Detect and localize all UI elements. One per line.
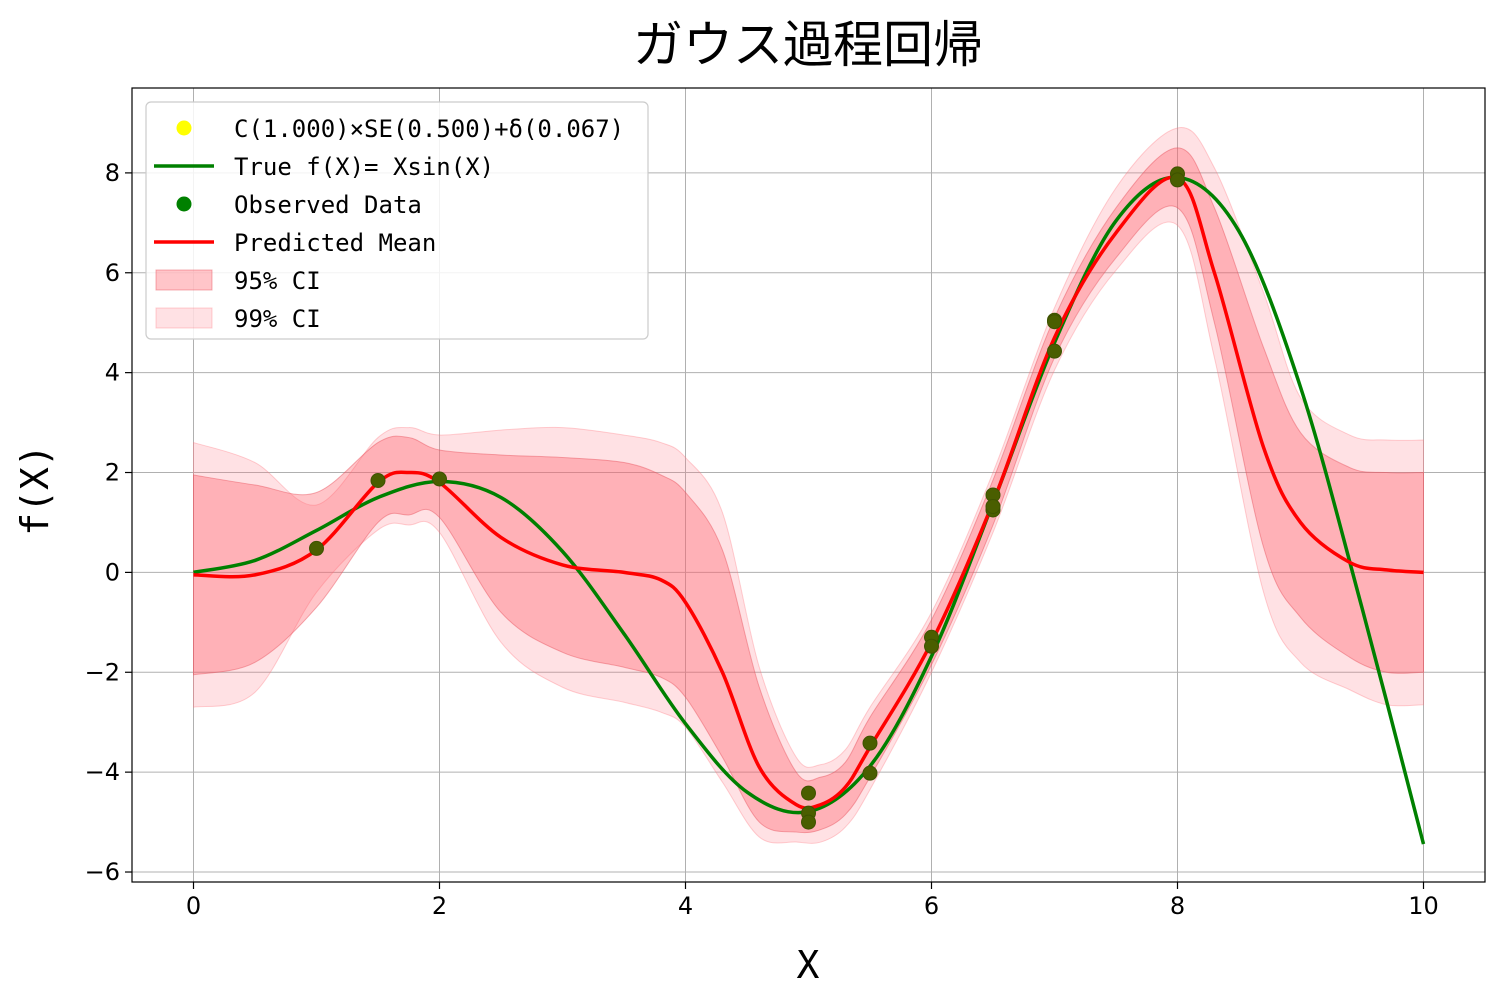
legend-label: C(1.000)×SE(0.500)+δ(0.067) (234, 115, 624, 143)
x-tick-label: 8 (1170, 892, 1185, 920)
legend-label: Predicted Mean (234, 229, 436, 257)
observed-point (924, 638, 939, 654)
legend-patch (155, 269, 213, 291)
x-tick-label: 2 (432, 892, 447, 920)
x-ticks: 0 2 4 6 8 10 (186, 882, 1439, 920)
chart-title: ガウス過程回帰 (633, 16, 983, 74)
observed-point (1170, 172, 1185, 188)
x-tick-label: 6 (924, 892, 939, 920)
y-tick-label: −6 (85, 858, 120, 886)
observed-point (309, 540, 324, 556)
observed-points-layer (309, 166, 1185, 830)
y-tick-label: −4 (85, 758, 120, 786)
observed-point (801, 785, 816, 801)
legend-label: Observed Data (234, 191, 422, 219)
y-tick-label: 6 (105, 259, 120, 287)
y-tick-label: 8 (105, 159, 120, 187)
legend-box (145, 101, 649, 340)
y-ticks: −6 −4 −2 0 2 4 6 8 (85, 159, 132, 886)
y-tick-label: −2 (85, 658, 120, 686)
x-tick-label: 4 (678, 892, 693, 920)
y-tick-label: 2 (105, 459, 120, 487)
y-tick-label: 0 (105, 558, 120, 586)
legend-marker (176, 196, 192, 212)
legend-label: 95% CI (234, 267, 321, 295)
observed-point (862, 735, 878, 751)
y-axis-label: f(X) (13, 444, 57, 536)
ci95-band (193, 147, 1424, 834)
legend: C(1.000)×SE(0.500)+δ(0.067) True f(X)= Xs… (145, 101, 649, 340)
observed-point (801, 814, 816, 830)
legend-patch (155, 307, 213, 329)
observed-point (862, 765, 878, 781)
legend-label: 99% CI (234, 305, 321, 333)
legend-marker (176, 120, 192, 136)
x-axis-label: X (797, 943, 820, 987)
plot-frame (131, 87, 1486, 883)
observed-point (432, 471, 447, 487)
x-tick-label: 10 (1408, 892, 1439, 920)
legend-label: True f(X)= Xsin(X) (234, 153, 494, 181)
observed-point (370, 473, 386, 489)
x-tick-label: 0 (186, 892, 201, 920)
y-tick-label: 4 (105, 359, 120, 387)
ci95-band-layer (193, 147, 1424, 834)
observed-point (1047, 314, 1062, 330)
observed-point (985, 498, 1001, 514)
observed-point (1047, 343, 1062, 359)
